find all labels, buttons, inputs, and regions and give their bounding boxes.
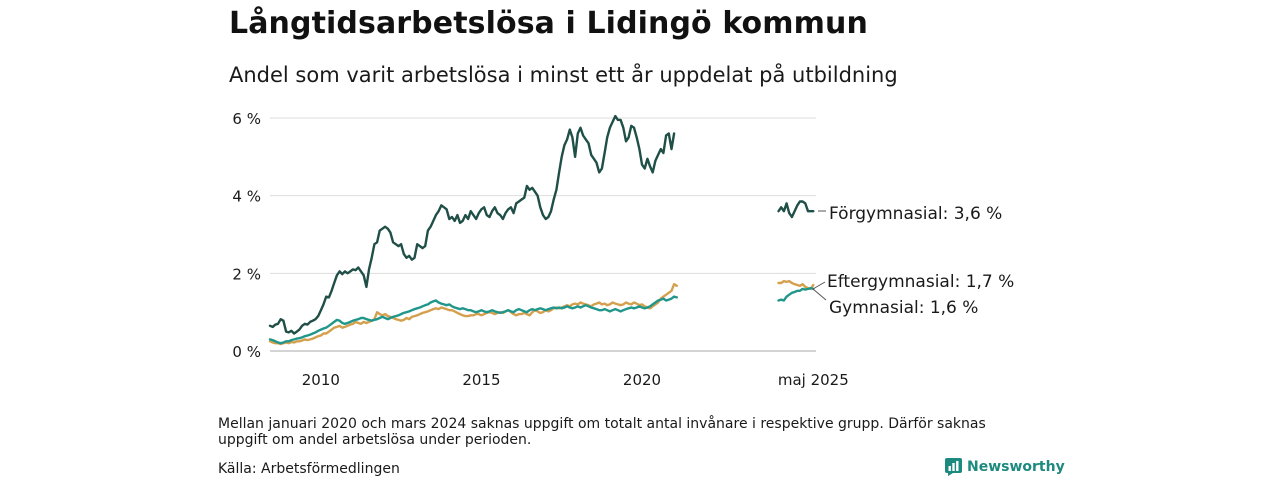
source-text: Källa: Arbetsförmedlingen <box>218 461 400 477</box>
series-lines <box>268 114 815 346</box>
series-label-f-rgymnasial: Förgymnasial: 3,6 % <box>829 204 1002 224</box>
x-tick-label: 2020 <box>623 371 661 389</box>
brand-name: Newsworthy <box>967 459 1065 475</box>
series-label-gymnasial: Gymnasial: 1,6 % <box>829 298 978 318</box>
x-axis-ticks: 2010 2015 2020 maj 2025 <box>302 371 849 389</box>
x-tick-label: maj 2025 <box>778 371 849 389</box>
series-label-eftergymnasial: Eftergymnasial: 1,7 % <box>827 272 1014 292</box>
chart-title: Långtidsarbetslösa i Lidingö kommun <box>229 6 868 41</box>
y-axis-ticks: 0 % 2 % 4 % 6 % <box>232 110 261 361</box>
label-leader-eftergymnasial <box>812 281 826 290</box>
brand-logo[interactable]: Newsworthy <box>945 458 1065 476</box>
series-line-gymnasial-recent <box>777 286 815 302</box>
line-chart: 0 % 2 % 4 % 6 % 2010 2015 2020 maj 2025 Förgym… <box>232 110 1014 389</box>
series-line-f-rgymnasial-main <box>268 114 676 335</box>
y-tick-label: 4 % <box>232 188 261 206</box>
y-tick-label: 6 % <box>232 110 261 128</box>
newsworthy-logo-icon <box>945 458 962 476</box>
x-tick-label: 2010 <box>302 371 340 389</box>
footnote: Mellan januari 2020 och mars 2024 saknas… <box>218 416 986 448</box>
y-tick-label: 0 % <box>232 343 261 361</box>
series-line-f-rgymnasial-recent <box>777 200 815 219</box>
y-tick-label: 2 % <box>232 265 261 283</box>
series-labels: Förgymnasial: 3,6 % Eftergymnasial: 1,7 %… <box>812 204 1014 318</box>
chart-subtitle: Andel som varit arbetslösa i minst ett å… <box>229 63 898 87</box>
series-line-gymnasial-main <box>268 295 678 345</box>
label-leader-gymnasial <box>812 288 827 301</box>
grid <box>270 117 816 352</box>
x-tick-label: 2015 <box>462 371 500 389</box>
series-line-eftergymnasial-main <box>268 283 678 346</box>
